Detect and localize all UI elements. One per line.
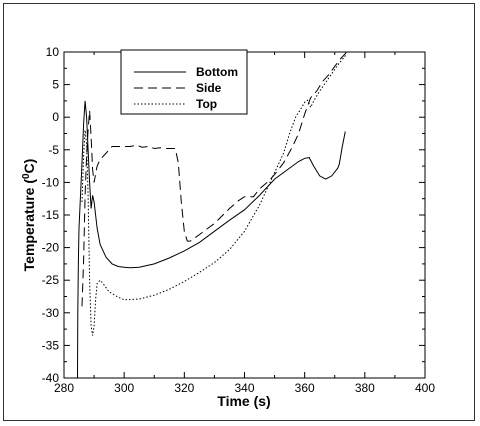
- x-axis-title: Time (s): [217, 393, 270, 409]
- x-tick-label: 400: [415, 381, 435, 395]
- x-tick-label: 300: [114, 381, 134, 395]
- legend: Bottom Side Top: [120, 49, 248, 115]
- y-tick-label: -25: [42, 273, 60, 287]
- y-tick-label: -10: [42, 175, 60, 189]
- axis-ticks: 280 300 320 340 360 380 400 -40 -35 -30 -25 -20 -15 -…: [42, 45, 436, 395]
- series-line-top: [81, 53, 348, 336]
- series-line-side: [81, 51, 348, 307]
- x-tick-label: 280: [54, 381, 74, 395]
- y-axis-title-main: Temperature (: [21, 179, 37, 272]
- y-axis-title-tail: C): [21, 159, 37, 174]
- x-tick-label: 360: [295, 381, 315, 395]
- y-tick-label: 5: [52, 78, 59, 92]
- series-line-bottom: [77, 100, 346, 379]
- y-tick-label: -5: [48, 143, 59, 157]
- y-axis-title-superscript: 0: [21, 173, 32, 179]
- legend-label-side: Side: [196, 81, 222, 95]
- legend-box: [120, 49, 248, 115]
- legend-label-bottom: Bottom: [196, 65, 238, 79]
- y-tick-label: 10: [46, 45, 60, 59]
- series-layer: [77, 51, 348, 379]
- x-tick-label: 320: [174, 381, 194, 395]
- legend-label-top: Top: [196, 97, 217, 111]
- x-tick-label: 340: [234, 381, 254, 395]
- x-tick-label: 380: [355, 381, 375, 395]
- y-tick-label: -20: [42, 241, 60, 255]
- y-axis-title: Temperature (0C): [21, 159, 37, 272]
- y-tick-label: -30: [42, 306, 60, 320]
- y-tick-label: -15: [42, 208, 60, 222]
- y-tick-label: 0: [52, 110, 59, 124]
- y-tick-label: -35: [42, 338, 60, 352]
- y-tick-label: -40: [42, 371, 60, 385]
